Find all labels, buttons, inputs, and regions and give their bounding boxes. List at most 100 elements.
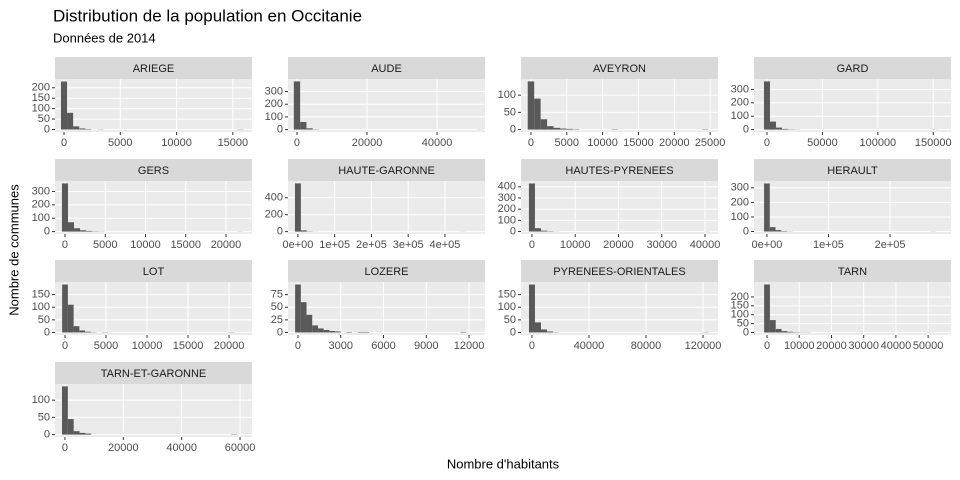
y-tick-label: 0 <box>510 225 516 237</box>
strip-label: LOT <box>143 266 165 278</box>
y-axis-title: Nombre de communes <box>6 184 21 316</box>
x-tick-label: 5000 <box>555 137 579 149</box>
x-tick-label: 0 <box>295 340 301 352</box>
strip <box>521 260 718 282</box>
x-tick-label: 15000 <box>218 137 249 149</box>
x-tick-label: 60000 <box>225 442 256 454</box>
x-tick-label: 3000 <box>329 340 353 352</box>
strip <box>288 57 485 79</box>
panel <box>55 384 252 437</box>
y-tick-label: 150 <box>32 92 50 104</box>
x-tick-label: 10000 <box>587 137 618 149</box>
strip <box>521 159 718 181</box>
x-tick-label: 15000 <box>170 239 201 251</box>
y-tick-label: 100 <box>32 212 50 224</box>
strip-label: HAUTES-PYRENEES <box>565 165 673 177</box>
x-tick-label: 40000 <box>166 442 197 454</box>
x-tick-label: 20000 <box>659 137 690 149</box>
bar <box>541 230 548 232</box>
strip <box>754 57 951 79</box>
bar <box>79 128 86 130</box>
bar <box>775 127 782 130</box>
bar <box>769 320 776 333</box>
bar <box>74 228 81 232</box>
y-tick-label: 150 <box>731 300 749 312</box>
y-tick-label: 0 <box>277 326 283 338</box>
x-tick-label: 10000 <box>132 340 163 352</box>
x-tick-label: 20000 <box>603 239 634 251</box>
y-tick-label: 200 <box>731 97 749 109</box>
x-tick-label: 10000 <box>784 340 815 352</box>
bar <box>323 329 330 333</box>
x-tick-label: 25000 <box>695 137 726 149</box>
bar <box>73 326 80 333</box>
bar <box>527 81 535 130</box>
bar <box>763 81 770 130</box>
y-tick-label: 100 <box>32 394 50 406</box>
y-tick-label: 0 <box>510 326 516 338</box>
x-tick-label: 20000 <box>211 239 242 251</box>
bar <box>67 419 74 435</box>
chart-title: Distribution de la population en Occitan… <box>53 6 362 25</box>
bar <box>317 328 324 333</box>
panel <box>754 79 951 132</box>
x-tick-label: 0 <box>529 239 535 251</box>
strip-label: GERS <box>138 165 169 177</box>
bar <box>67 112 74 130</box>
x-tick-label: 0 <box>294 137 300 149</box>
x-tick-label: 5000 <box>94 340 118 352</box>
y-tick-label: 0 <box>743 225 749 237</box>
strip <box>754 260 951 282</box>
x-tick-label: 6000 <box>371 340 395 352</box>
strip-label: TARN-ET-GARONNE <box>101 368 207 380</box>
bar <box>312 325 318 333</box>
panel <box>754 181 951 234</box>
chart-subtitle: Données de 2014 <box>53 30 156 45</box>
bar <box>67 304 74 333</box>
bar <box>363 331 370 333</box>
x-tick-label: 3e+05 <box>393 239 424 251</box>
bar <box>781 331 788 333</box>
bar <box>62 386 68 435</box>
x-axis-title: Nombre d'habitants <box>447 456 560 471</box>
x-tick-label: 12000 <box>454 340 485 352</box>
strip <box>55 260 252 282</box>
x-tick-label: 15000 <box>173 340 204 352</box>
y-tick-label: 0 <box>743 326 749 338</box>
strip-label: AVEYRON <box>593 63 646 75</box>
y-tick-label: 50 <box>271 301 283 313</box>
y-tick-label: 50 <box>38 314 50 326</box>
strip-label: AUDE <box>371 63 402 75</box>
strip-label: LOZERE <box>364 266 408 278</box>
y-tick-label: 0 <box>44 225 50 237</box>
x-tick-label: 5000 <box>93 239 117 251</box>
y-tick-label: 150 <box>498 289 516 301</box>
bar <box>764 284 770 333</box>
y-tick-label: 300 <box>265 85 283 97</box>
bar <box>460 331 467 333</box>
x-tick-label: 20000 <box>108 442 139 454</box>
bar <box>329 330 336 333</box>
y-tick-label: 0 <box>44 428 50 440</box>
y-tick-label: 200 <box>32 199 50 211</box>
bar <box>293 81 301 130</box>
x-tick-label: 0 <box>62 340 68 352</box>
bar <box>775 230 782 232</box>
bar <box>346 331 353 333</box>
bar <box>335 331 341 333</box>
bar <box>85 433 92 435</box>
strip <box>754 159 951 181</box>
bar <box>534 228 542 232</box>
strip-label: GARD <box>837 63 869 75</box>
bar <box>781 128 788 130</box>
y-tick-label: 150 <box>32 289 50 301</box>
x-tick-label: 0e+00 <box>751 239 782 251</box>
y-tick-label: 200 <box>731 196 749 208</box>
bar <box>528 183 535 232</box>
bar <box>68 222 75 232</box>
x-tick-label: 10000 <box>560 239 591 251</box>
bar <box>547 126 554 130</box>
strip <box>55 57 252 79</box>
y-tick-label: 0 <box>44 123 50 135</box>
x-tick-label: 10000 <box>130 239 161 251</box>
